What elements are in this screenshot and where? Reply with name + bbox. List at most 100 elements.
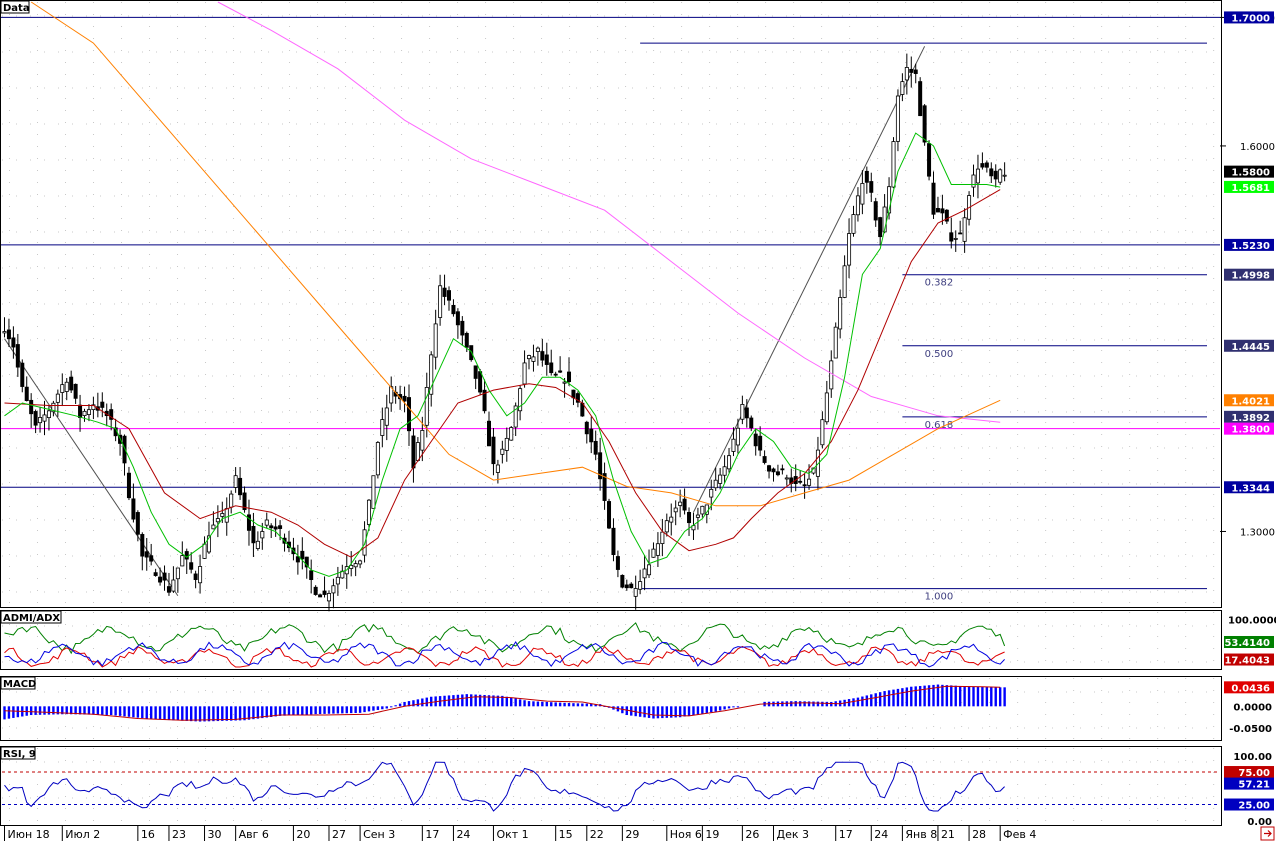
macd-bar: [7, 706, 11, 719]
macd-bar: [674, 706, 677, 718]
candle-body: [531, 356, 536, 362]
x-tick-label: 17: [425, 828, 439, 841]
macd-bar: [887, 690, 891, 707]
macd-bar: [594, 703, 597, 707]
candle-body: [224, 508, 229, 523]
x-tick-label: Ноя 6: [670, 828, 702, 841]
macd-bar: [941, 684, 944, 707]
candle-body: [682, 498, 687, 511]
candle-body: [878, 217, 883, 238]
macd-bar: [478, 694, 482, 707]
candle-body: [180, 555, 185, 567]
candle-body: [620, 574, 625, 588]
macd-bar: [412, 700, 415, 707]
candle-body: [709, 488, 714, 498]
macd-bar: [167, 706, 171, 721]
candle-body: [700, 505, 705, 515]
macd-bar: [967, 686, 971, 707]
candle-body: [380, 419, 385, 436]
macd-bar: [25, 706, 28, 716]
price-tag-label: 1.5230: [1231, 241, 1270, 252]
macd-bar: [847, 699, 851, 707]
candle-body: [940, 208, 945, 214]
candle-body: [904, 67, 909, 81]
macd-bar: [794, 701, 797, 707]
macd-bar: [198, 706, 202, 722]
macd-bar: [123, 706, 126, 717]
candle-body: [38, 417, 43, 424]
macd-bar: [581, 703, 584, 707]
macd-bar: [310, 706, 313, 715]
candle-body: [775, 471, 780, 476]
adx-blue-line: [4, 640, 1005, 668]
macd-bar: [687, 706, 691, 716]
macd-bar: [385, 706, 388, 709]
fib-label-0.618: 0.618: [925, 420, 954, 431]
candle-body: [927, 143, 932, 177]
macd-bar: [238, 706, 242, 721]
macd-bar: [367, 706, 371, 712]
macd-bar: [998, 687, 1002, 707]
candle-body: [411, 435, 416, 469]
macd-bar: [812, 701, 815, 707]
candle-body: [433, 323, 438, 358]
rsi-pane-label: RSI, 9: [3, 749, 36, 760]
macd-bar: [136, 706, 140, 718]
macd-bar: [963, 686, 966, 707]
candle-body: [869, 181, 874, 193]
macd-bar: [527, 701, 531, 707]
x-tick-label: Фев 4: [1003, 828, 1036, 841]
macd-bar: [923, 685, 926, 707]
candle-body: [313, 586, 318, 595]
x-tick-label: 15: [559, 828, 573, 841]
candle-body: [731, 438, 736, 452]
price-tag: [1224, 238, 1274, 251]
candle-body: [122, 435, 127, 464]
candle-body: [922, 105, 927, 143]
candle-body: [349, 564, 354, 569]
candle-body: [242, 492, 247, 511]
candle-body: [735, 427, 740, 446]
macd-bar: [354, 706, 357, 713]
candle-body: [633, 588, 638, 597]
candle-body: [375, 442, 380, 476]
macd-bar: [61, 706, 64, 715]
candle-body: [767, 465, 772, 472]
rsi-label-box: [0, 746, 36, 760]
candle-body: [949, 232, 954, 242]
candle-body: [749, 417, 754, 429]
macd-bar: [696, 706, 700, 715]
macd-bar: [189, 706, 193, 722]
macd-bar: [461, 694, 464, 707]
macd-bar: [985, 686, 989, 707]
candle-body: [722, 466, 727, 476]
candle-body: [166, 586, 171, 593]
macd-bar: [265, 706, 268, 718]
candle-body: [15, 344, 20, 368]
candle-body: [326, 593, 331, 602]
macd-bar: [590, 703, 593, 707]
macd-bar: [852, 698, 855, 707]
candle-body: [202, 543, 207, 559]
candle-body: [855, 195, 860, 216]
candle-body: [309, 570, 314, 580]
candle-body: [615, 556, 620, 570]
price-tag: [1224, 268, 1274, 281]
macd-bar: [536, 701, 540, 707]
macd-bar: [861, 696, 864, 707]
macd-bar: [710, 706, 713, 713]
candle-body: [500, 448, 505, 455]
macd-bar: [296, 706, 300, 716]
macd-bar: [283, 706, 286, 716]
x-tick-label: 21: [941, 828, 955, 841]
candle-body: [740, 404, 745, 420]
adx-green-line: [4, 622, 1006, 655]
candle-body: [584, 421, 589, 435]
rsi-value-label: 57.21: [1238, 780, 1270, 791]
macd-bar: [145, 706, 148, 719]
macd-bar: [318, 706, 322, 715]
macd-bar: [990, 687, 993, 707]
candle-body: [246, 514, 251, 531]
macd-bar: [910, 686, 913, 707]
